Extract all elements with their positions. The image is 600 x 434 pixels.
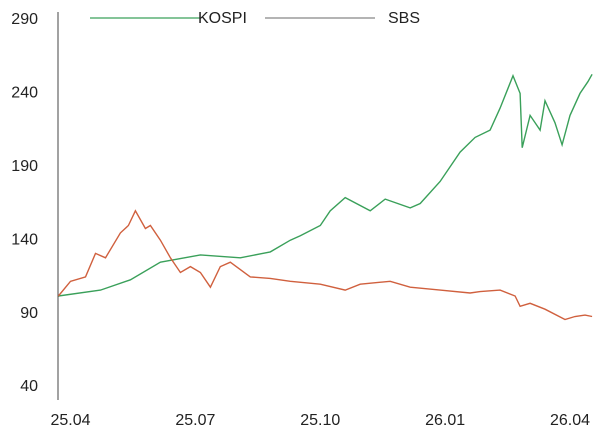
series-line — [57, 209, 593, 321]
series-line — [58, 73, 593, 297]
y-tick-label: 140 — [11, 231, 38, 248]
y-tick-label: 240 — [11, 85, 38, 102]
y-tick-label: 190 — [11, 158, 38, 175]
x-tick-label: 25.04 — [50, 412, 90, 429]
legend-label: KOSPI — [198, 10, 247, 27]
x-tick-label: 25.10 — [300, 412, 340, 429]
y-tick-label: 90 — [20, 305, 38, 322]
y-tick-label: 40 — [20, 378, 38, 395]
y-tick-label: 290 — [11, 11, 38, 28]
legend-label: SBS — [388, 10, 420, 27]
x-tick-label: 25.07 — [175, 412, 215, 429]
x-tick-label: 26.01 — [425, 412, 465, 429]
x-tick-label: 26.04 — [550, 412, 590, 429]
